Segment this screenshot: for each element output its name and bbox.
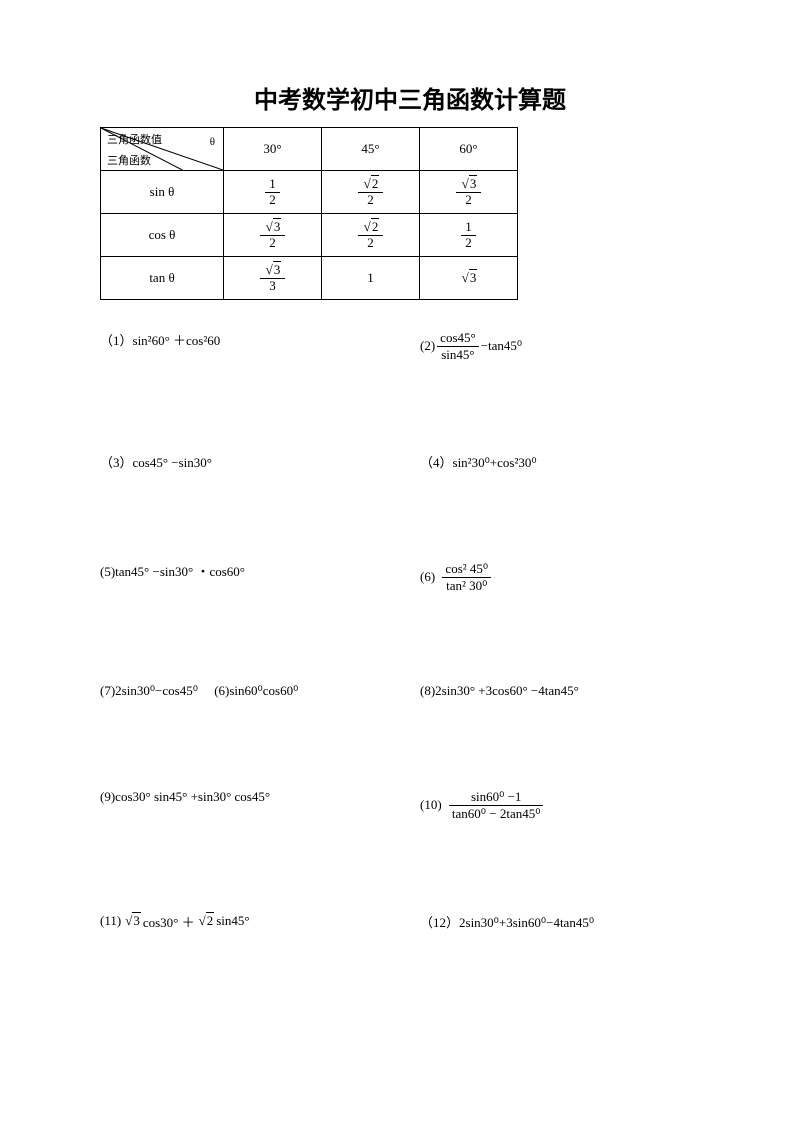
- angle-header: 45°: [322, 128, 420, 171]
- problem-3: （3）cos45° −sin30°: [100, 452, 420, 471]
- angle-header: 60°: [420, 128, 518, 171]
- problem-text: cos30° sin45° +sin30° cos45°: [115, 789, 270, 804]
- problem-number: （3）: [100, 455, 133, 470]
- problem-1: （1）sin²60° ＋cos²60: [100, 330, 420, 362]
- problem-number: （4）: [420, 455, 453, 470]
- row-label: tan θ: [101, 257, 224, 300]
- problem-row: （1）sin²60° ＋cos²60 (2) cos45°sin45° −tan…: [100, 330, 720, 362]
- angle-header: 30°: [224, 128, 322, 171]
- diag-bot-label: 三角函数: [107, 152, 151, 168]
- sqrt-val: 2: [206, 912, 215, 928]
- problem-text: sin²60° ＋cos²60: [133, 333, 221, 348]
- table-row: cos θ 32 22 12: [101, 214, 518, 257]
- problem-number: (6): [420, 569, 435, 585]
- table-row: sin θ 12 22 32: [101, 171, 518, 214]
- cell: 22: [322, 214, 420, 257]
- problem-row: （3）cos45° −sin30° （4）sin²30⁰+cos²30⁰: [100, 452, 720, 471]
- frac-num: cos² 45⁰: [442, 561, 491, 577]
- problem-11: (11) 3 cos30° ＋ 2 sin45°: [100, 912, 420, 931]
- problem-text: 2sin30⁰−cos45⁰: [115, 683, 198, 698]
- problem-row: (7)2sin30⁰−cos45⁰ (6)sin60⁰cos60⁰ (8)2si…: [100, 683, 720, 699]
- problems: （1）sin²60° ＋cos²60 (2) cos45°sin45° −tan…: [100, 330, 720, 931]
- cell: 33: [224, 257, 322, 300]
- problem-6: (6) cos² 45⁰tan² 30⁰: [420, 561, 720, 593]
- problem-row: (11) 3 cos30° ＋ 2 sin45° （12）2sin30⁰+3si…: [100, 912, 720, 931]
- frac-den: tan² 30⁰: [442, 577, 491, 594]
- problem-number: (9): [100, 789, 115, 804]
- diagonal-header: 三角函数值 θ 三角函数: [101, 128, 224, 171]
- problem-number: (10): [420, 797, 442, 813]
- frac-num: sin60⁰ −1: [449, 789, 544, 805]
- table-row: 三角函数值 θ 三角函数 30° 45° 60°: [101, 128, 518, 171]
- problem-row: (9)cos30° sin45° +sin30° cos45° (10) sin…: [100, 789, 720, 821]
- sqrt-val: 3: [132, 912, 141, 928]
- problem-9: (9)cos30° sin45° +sin30° cos45°: [100, 789, 420, 821]
- problem-number-alt: (6): [214, 683, 229, 698]
- problem-text: 2sin30⁰+3sin60⁰−4tan45⁰: [459, 915, 594, 930]
- row-label: sin θ: [101, 171, 224, 214]
- problem-5: (5)tan45° −sin30° ・cos60°: [100, 561, 420, 593]
- problem-number: (7): [100, 683, 115, 698]
- problem-text: sin²30⁰+cos²30⁰: [453, 455, 537, 470]
- trig-table: 三角函数值 θ 三角函数 30° 45° 60° sin θ 12 22 32 …: [100, 127, 518, 300]
- problem-number: （12）: [420, 915, 459, 930]
- problem-10: (10) sin60⁰ −1tan60⁰ − 2tan45⁰: [420, 789, 720, 821]
- problem-text-alt: sin60⁰cos60⁰: [229, 683, 298, 698]
- problem-number: (2): [420, 338, 435, 354]
- problem-text: tan45° −sin30° ・cos60°: [115, 564, 245, 579]
- row-label: cos θ: [101, 214, 224, 257]
- problem-text: sin45°: [216, 913, 249, 929]
- problem-text: cos45° −sin30°: [133, 455, 212, 470]
- problem-12: （12）2sin30⁰+3sin60⁰−4tan45⁰: [420, 912, 720, 931]
- frac-den: sin45°: [437, 346, 479, 363]
- cell: 12: [224, 171, 322, 214]
- problem-number: （1）: [100, 333, 133, 348]
- cell: 22: [322, 171, 420, 214]
- diag-top-label: 三角函数值: [107, 131, 162, 147]
- frac-den: tan60⁰ − 2tan45⁰: [449, 805, 544, 822]
- cell: 3: [420, 257, 518, 300]
- problem-row: (5)tan45° −sin30° ・cos60° (6) cos² 45⁰ta…: [100, 561, 720, 593]
- problem-number: (5): [100, 564, 115, 579]
- frac-num: cos45°: [437, 330, 479, 346]
- problem-7: (7)2sin30⁰−cos45⁰ (6)sin60⁰cos60⁰: [100, 683, 420, 699]
- problem-number: (8): [420, 683, 435, 698]
- diag-theta: θ: [210, 136, 215, 148]
- problem-text: 2sin30° +3cos60° −4tan45°: [435, 683, 579, 698]
- problem-number: (11): [100, 913, 121, 929]
- problem-8: (8)2sin30° +3cos60° −4tan45°: [420, 683, 720, 699]
- page-title: 中考数学初中三角函数计算题: [100, 80, 720, 115]
- page: 中考数学初中三角函数计算题 三角函数值 θ 三角函数 30° 45° 60° s…: [0, 0, 800, 991]
- table-row: tan θ 33 1 3: [101, 257, 518, 300]
- cell: 1: [322, 257, 420, 300]
- cell: 32: [224, 214, 322, 257]
- problem-tail: −tan45⁰: [481, 338, 522, 354]
- cell: 32: [420, 171, 518, 214]
- cell: 12: [420, 214, 518, 257]
- problem-4: （4）sin²30⁰+cos²30⁰: [420, 452, 720, 471]
- problem-text: cos30° ＋: [143, 912, 195, 931]
- problem-2: (2) cos45°sin45° −tan45⁰: [420, 330, 720, 362]
